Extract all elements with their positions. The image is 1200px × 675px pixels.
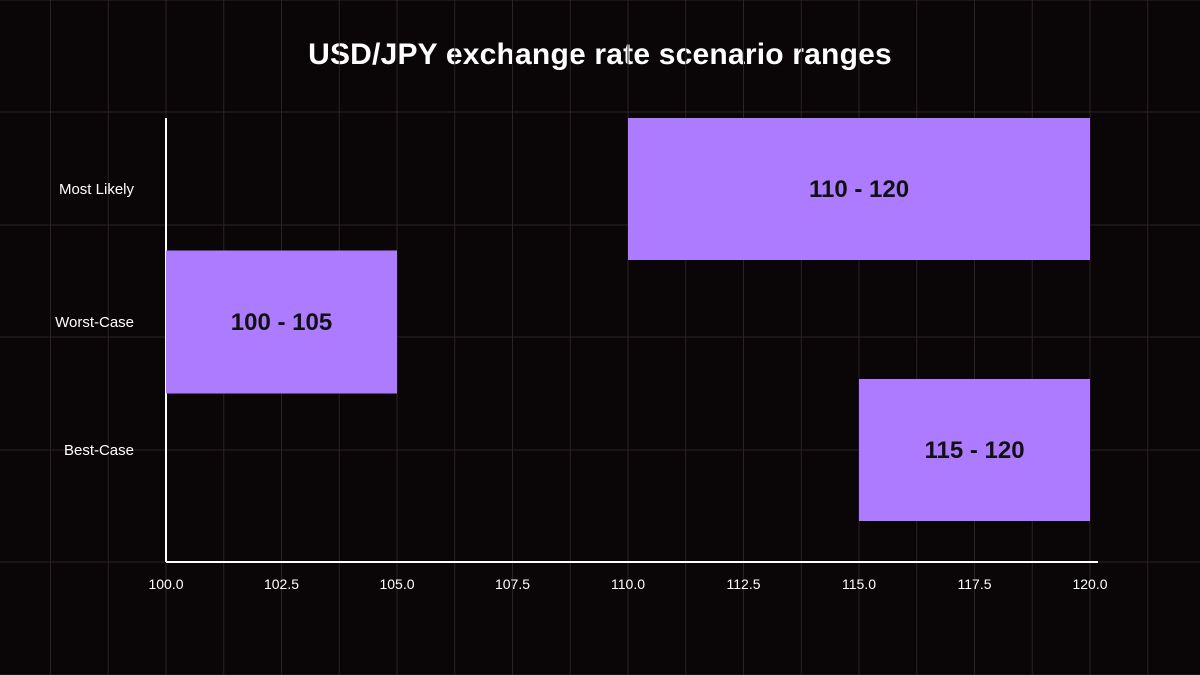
x-tick-label: 110.0: [611, 576, 645, 592]
y-category-label: Worst-Case: [55, 314, 134, 331]
bar-most-likely: [628, 118, 1090, 260]
x-tick-label: 115.0: [842, 576, 876, 592]
x-tick-label: 107.5: [495, 576, 530, 592]
y-category-label: Most Likely: [59, 181, 135, 198]
x-tick-label: 117.5: [958, 576, 992, 592]
x-tick-label: 102.5: [264, 576, 299, 592]
bar-best-case: [859, 379, 1090, 521]
x-tick-label: 105.0: [379, 576, 414, 592]
bar-worst-case: [166, 250, 397, 394]
bar-data-label: 100 - 105: [231, 309, 332, 336]
bar-data-label: 115 - 120: [924, 437, 1024, 464]
y-category-label: Best-Case: [64, 442, 134, 459]
x-tick-label: 100.0: [148, 576, 183, 592]
x-tick-label: 120.0: [1072, 576, 1107, 592]
x-tick-label: 112.5: [727, 576, 761, 592]
chart-title: USD/JPY exchange rate scenario ranges: [308, 38, 892, 71]
bar-data-label: 110 - 120: [809, 176, 909, 203]
